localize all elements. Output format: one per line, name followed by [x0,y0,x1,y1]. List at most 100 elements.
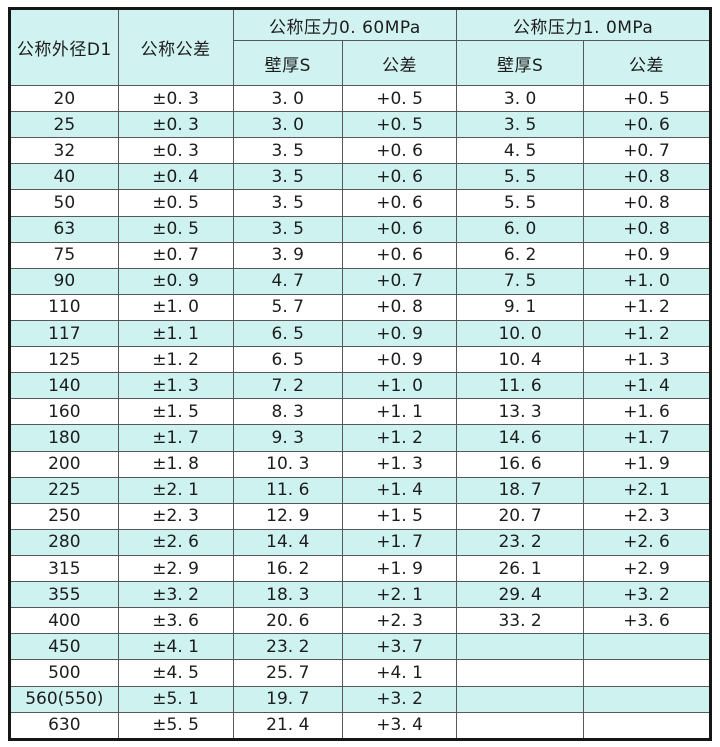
table-cell: ±0. 7 [117,241,234,269]
table-row: 63 ±0. 5 3. 5 +0. 6 6. 0 +0. 8 [9,215,711,243]
table-cell: +0. 7 [341,267,458,295]
table-row: 75 ±0. 7 3. 9 +0. 6 6. 2 +0. 9 [9,241,711,269]
table-row: 400 ±3. 6 20. 6 +2. 3 33. 2 +3. 6 [9,607,711,635]
table-cell: 4. 7 [232,267,343,295]
table-cell: 355 [9,581,119,609]
table-row: 225 ±2. 1 11. 6 +1. 4 18. 7 +2. 1 [9,476,711,504]
header-tolerance-10: 公差 [583,40,711,86]
table-row: 560(550) ±5. 1 19. 7 +3. 2 [9,685,711,713]
table-cell: 3. 9 [232,241,343,269]
table-cell: 5. 7 [232,293,343,321]
table-cell [583,633,711,661]
header-nominal-tolerance: 公称公差 [117,8,234,86]
table-cell: 7. 5 [456,267,585,295]
table-cell: 500 [9,659,119,687]
table-row: 315 ±2. 9 16. 2 +1. 9 26. 1 +2. 9 [9,554,711,583]
table-row: 355 ±3. 2 18. 3 +2. 1 29. 4 +3. 2 [9,581,711,609]
table-cell: +1. 1 [341,398,458,426]
table-cell: 63 [9,215,119,243]
table-row: 40 ±0. 4 3. 5 +0. 6 5. 5 +0. 8 [9,163,711,191]
table-cell: +0. 6 [583,111,711,139]
table-cell: +2. 9 [583,554,711,583]
table-cell: ±5. 5 [117,711,234,741]
table-row: 110 ±1. 0 5. 7 +0. 8 9. 1 +1. 2 [9,293,711,321]
table-cell: 20 [9,84,119,113]
table-cell: ±2. 3 [117,502,234,530]
table-cell: ±5. 1 [117,685,234,713]
table-cell: +2. 6 [583,528,711,556]
table-cell: 4. 5 [456,137,585,165]
table-row: 25 ±0. 3 3. 0 +0. 5 3. 5 +0. 6 [9,111,711,139]
table-cell [583,659,711,687]
table-cell: +3. 2 [341,685,458,713]
table-cell: +1. 4 [341,476,458,504]
table-cell: +0. 8 [341,293,458,321]
table-cell: +1. 0 [583,267,711,295]
table-cell: +1. 3 [341,450,458,478]
table-cell: 14. 6 [456,424,585,452]
table-cell: 280 [9,528,119,556]
table-cell: ±1. 0 [117,293,234,321]
table-cell: 32 [9,137,119,165]
table-cell: 16. 2 [232,554,343,583]
table-cell: ±0. 5 [117,215,234,243]
table-cell: +1. 7 [341,528,458,556]
table-cell: 3. 0 [232,111,343,139]
table-cell: 6. 0 [456,215,585,243]
table-cell: 3. 5 [232,137,343,165]
table-cell: 250 [9,502,119,530]
table-cell: ±2. 9 [117,554,234,583]
table-cell: +0. 8 [583,215,711,243]
table-row: 117 ±1. 1 6. 5 +0. 9 10. 0 +1. 2 [9,319,711,348]
table-row: 180 ±1. 7 9. 3 +1. 2 14. 6 +1. 7 [9,424,711,452]
table-cell: +2. 3 [341,607,458,635]
table-cell: +0. 7 [583,137,711,165]
table-cell [583,711,711,741]
table-cell: +2. 3 [583,502,711,530]
table-cell: ±1. 5 [117,398,234,426]
pipe-spec-table: 公称外径D1 公称公差 公称压力0. 60MPa 公称压力1. 0MPa 壁厚S… [8,7,712,741]
table-cell: ±4. 5 [117,659,234,687]
table-cell: 400 [9,607,119,635]
header-group-row: 公称外径D1 公称公差 公称压力0. 60MPa 公称压力1. 0MPa [9,8,711,86]
table-cell: +1. 0 [341,372,458,400]
table-row: 280 ±2. 6 14. 4 +1. 7 23. 2 +2. 6 [9,528,711,556]
table-cell: ±0. 9 [117,267,234,295]
table-cell: +0. 5 [341,111,458,139]
table-cell: +0. 6 [341,137,458,165]
table-cell: +0. 5 [341,84,458,113]
table-cell: 630 [9,711,119,741]
table-cell: 5. 5 [456,189,585,217]
table-cell: 18. 7 [456,476,585,504]
table-cell: 23. 2 [456,528,585,556]
table-cell: ±1. 3 [117,372,234,400]
table-cell: 25 [9,111,119,139]
table-cell: 6. 5 [232,346,343,374]
table-cell: 450 [9,633,119,661]
table-cell: 75 [9,241,119,269]
table-row: 250 ±2. 3 12. 9 +1. 5 20. 7 +2. 3 [9,502,711,530]
table-cell: 125 [9,346,119,374]
header-pressure-1-0mpa: 公称压力1. 0MPa [456,8,711,41]
table-cell: 8. 3 [232,398,343,426]
table-row: 200 ±1. 8 10. 3 +1. 3 16. 6 +1. 9 [9,450,711,478]
table-cell: 12. 9 [232,502,343,530]
table-cell: +1. 7 [583,424,711,452]
table-cell: ±4. 1 [117,633,234,661]
table-row: 125 ±1. 2 6. 5 +0. 9 10. 4 +1. 3 [9,346,711,374]
table-cell: 33. 2 [456,607,585,635]
table-cell [456,711,585,741]
table-cell: 21. 4 [232,711,343,741]
table-cell: 9. 3 [232,424,343,452]
table-cell: 23. 2 [232,633,343,661]
table-cell: +1. 4 [583,372,711,400]
table-cell: 140 [9,372,119,400]
table-cell: ±1. 2 [117,346,234,374]
table-cell: +0. 9 [341,346,458,374]
table-cell: 160 [9,398,119,426]
header-wall-thickness-10: 壁厚S [456,40,585,86]
header-pressure-0-60mpa: 公称压力0. 60MPa [232,8,458,41]
table-cell: +3. 4 [341,711,458,741]
table-cell: +1. 9 [583,450,711,478]
